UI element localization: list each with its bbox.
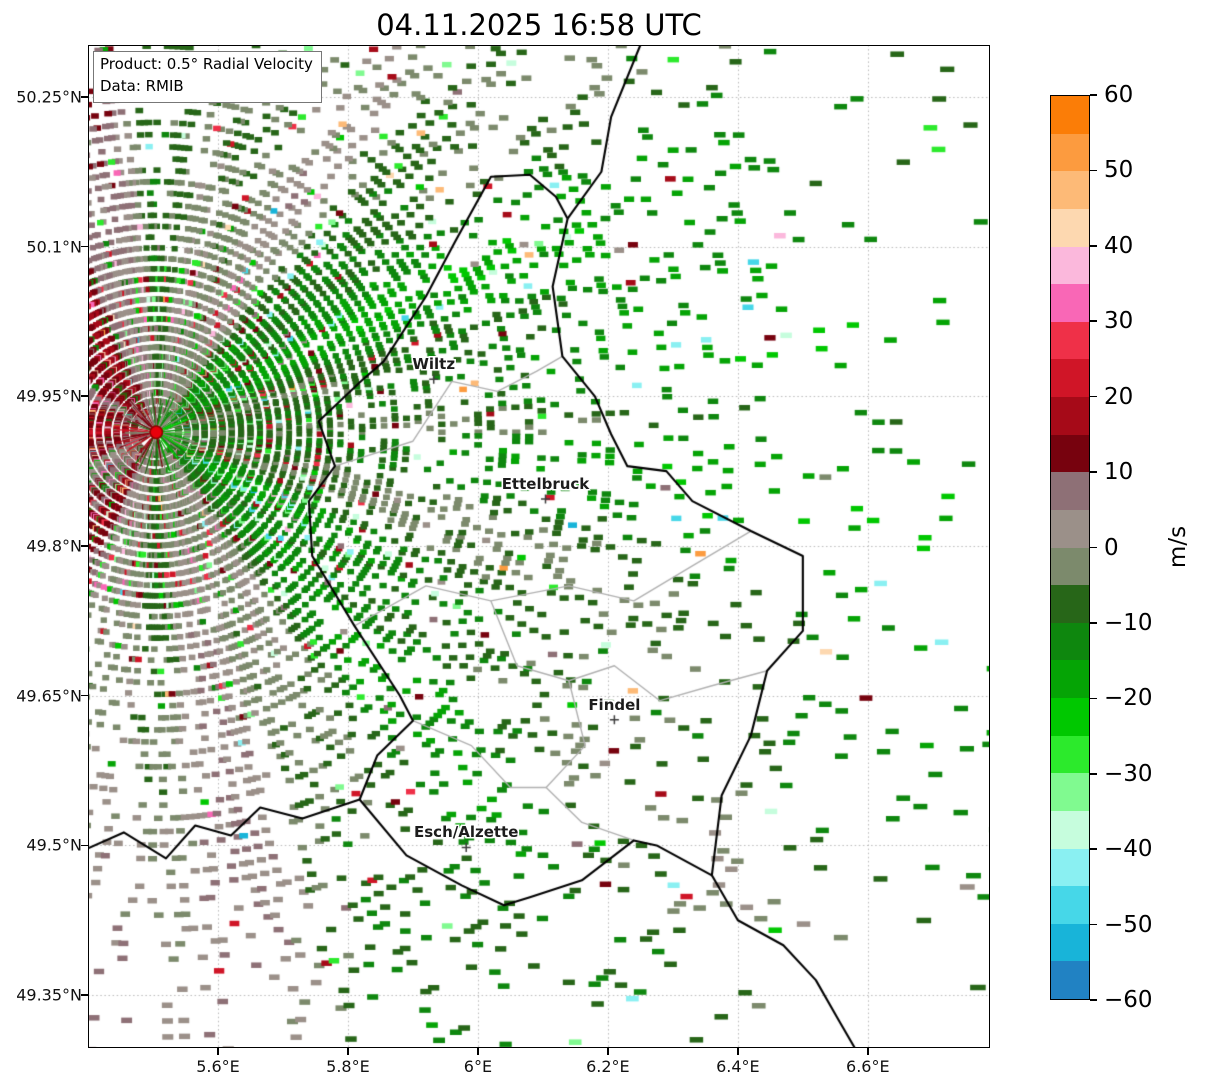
figure-title: 04.11.2025 16:58 UTC bbox=[376, 8, 702, 42]
x-tick-mark bbox=[347, 1048, 349, 1055]
x-tick-label: 6.6°E bbox=[846, 1057, 890, 1076]
colorbar-unit-label: m/s bbox=[1165, 525, 1191, 569]
colorbar-tick-label: −60 bbox=[1104, 987, 1153, 1013]
y-tick-label: 49.35°N bbox=[16, 985, 82, 1005]
colorbar-tick-label: 10 bbox=[1104, 459, 1134, 486]
colorbar-band bbox=[1051, 133, 1089, 172]
colorbar-band bbox=[1051, 359, 1089, 397]
x-tick-label: 6.2°E bbox=[586, 1057, 630, 1076]
colorbar-tick-label: −40 bbox=[1104, 836, 1153, 863]
colorbar-tick-label: 50 bbox=[1104, 157, 1134, 184]
y-tick-mark bbox=[81, 395, 88, 398]
colorbar-band bbox=[1051, 547, 1089, 586]
x-tick-label: 5.8°E bbox=[326, 1057, 370, 1076]
colorbar-band bbox=[1051, 886, 1089, 924]
colorbar-band bbox=[1051, 735, 1089, 774]
colorbar-band bbox=[1051, 321, 1089, 360]
x-tick-mark bbox=[477, 1048, 479, 1055]
city-label: Findel bbox=[588, 695, 641, 714]
colorbar-tick-mark bbox=[1090, 471, 1097, 473]
colorbar-band bbox=[1051, 961, 1089, 999]
colorbar-band bbox=[1051, 208, 1089, 247]
colorbar-band bbox=[1051, 96, 1089, 134]
colorbar-tick-mark bbox=[1090, 320, 1097, 323]
colorbar-band bbox=[1051, 698, 1089, 736]
colorbar-tick-mark bbox=[1090, 245, 1097, 247]
x-tick-label: 6.4°E bbox=[716, 1057, 760, 1076]
x-tick-mark bbox=[737, 1048, 739, 1055]
colorbar-band bbox=[1051, 397, 1089, 435]
colorbar-band bbox=[1051, 622, 1089, 661]
city-label: Wiltz bbox=[412, 355, 456, 374]
y-tick-mark bbox=[81, 844, 88, 847]
y-tick-label: 49.65°N bbox=[16, 686, 82, 706]
colorbar-tick-label: −10 bbox=[1104, 609, 1153, 636]
colorbar-band bbox=[1051, 848, 1089, 887]
x-tick-mark bbox=[217, 1048, 219, 1055]
colorbar-tick-mark bbox=[1090, 169, 1097, 172]
y-tick-mark bbox=[81, 545, 88, 547]
radar-map-canvas bbox=[88, 45, 990, 1048]
colorbar-tick-label: 40 bbox=[1104, 232, 1134, 259]
colorbar-band bbox=[1051, 434, 1089, 473]
y-tick-mark bbox=[81, 994, 88, 996]
colorbar-tick-label: −20 bbox=[1104, 685, 1153, 712]
product-annotation: Product: 0.5° Radial Velocity Data: RMIB bbox=[93, 51, 322, 103]
colorbar-band bbox=[1051, 472, 1089, 510]
annotation-product-line: Product: 0.5° Radial Velocity bbox=[100, 55, 313, 73]
city-label: Esch/Alzette bbox=[414, 823, 519, 842]
colorbar-tick-mark bbox=[1090, 546, 1097, 549]
colorbar-tick-mark bbox=[1090, 697, 1097, 700]
colorbar-tick-label: 30 bbox=[1104, 308, 1134, 335]
city-label: Ettelbruck bbox=[501, 475, 590, 494]
x-tick-mark bbox=[867, 1048, 869, 1055]
x-tick-label: 5.6°E bbox=[196, 1057, 240, 1076]
colorbar-band bbox=[1051, 585, 1089, 623]
y-tick-label: 49.95°N bbox=[16, 386, 82, 406]
colorbar-band bbox=[1051, 773, 1089, 811]
colorbar-tick-mark bbox=[1090, 923, 1097, 926]
y-tick-label: 50.25°N bbox=[16, 87, 82, 107]
y-tick-mark bbox=[81, 96, 88, 98]
y-tick-label: 49.5°N bbox=[26, 835, 82, 855]
colorbar-band bbox=[1051, 246, 1089, 285]
annotation-data-line: Data: RMIB bbox=[100, 76, 184, 95]
colorbar-tick-mark bbox=[1090, 94, 1097, 96]
colorbar bbox=[1050, 95, 1090, 1000]
y-tick-mark bbox=[81, 694, 88, 697]
x-tick-mark bbox=[607, 1048, 609, 1055]
y-tick-label: 50.1°N bbox=[26, 237, 82, 257]
colorbar-tick-label: −30 bbox=[1104, 760, 1153, 787]
colorbar-tick-label: 20 bbox=[1104, 383, 1134, 410]
colorbar-tick-mark bbox=[1090, 395, 1097, 398]
y-tick-label: 49.8°N bbox=[26, 536, 82, 556]
colorbar-tick-mark bbox=[1090, 622, 1097, 624]
colorbar-tick-mark bbox=[1090, 999, 1097, 1001]
colorbar-band bbox=[1051, 810, 1089, 849]
colorbar-band bbox=[1051, 660, 1089, 698]
colorbar-tick-label: 60 bbox=[1104, 82, 1134, 108]
colorbar-tick-label: −50 bbox=[1104, 911, 1153, 938]
x-tick-label: 6°E bbox=[463, 1057, 493, 1076]
colorbar-band bbox=[1051, 509, 1089, 548]
colorbar-band bbox=[1051, 923, 1089, 962]
colorbar-band bbox=[1051, 171, 1089, 209]
colorbar-tick-mark bbox=[1090, 848, 1097, 850]
y-tick-mark bbox=[81, 245, 88, 248]
colorbar-tick-mark bbox=[1090, 772, 1097, 775]
colorbar-tick-label: 0 bbox=[1104, 534, 1119, 561]
colorbar-band bbox=[1051, 284, 1089, 322]
